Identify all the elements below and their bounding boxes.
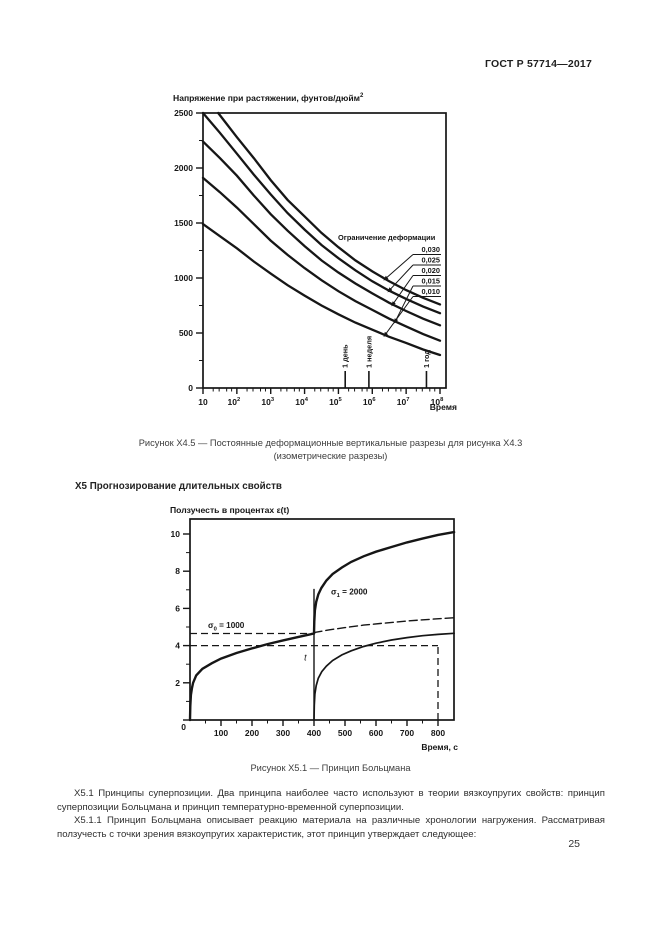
- legend-value-label: 0,030: [422, 245, 441, 254]
- x-tick-label: 700: [400, 728, 414, 738]
- figure-x5-1-chart: Ползучесть в процентах ε(t) 2 4 6 8 10 0 100 200…: [168, 503, 486, 761]
- y-tick-label: 2: [175, 678, 180, 688]
- x-tick-label: 108: [431, 397, 444, 407]
- section-x5-heading: Х5 Прогнозирование длительных свойств: [75, 481, 282, 492]
- x-tick-label: 0: [181, 722, 186, 732]
- series-creep-continuation: [313, 617, 455, 634]
- y-tick-label: 6: [175, 603, 180, 613]
- legend-value-label: 0,025: [422, 256, 441, 265]
- time-t-label: t: [304, 652, 307, 662]
- stress-vs-time-log-chart: Напряжение при растяжении, фунтов/дюйм2 0…: [173, 93, 457, 412]
- x-tick-label: 600: [369, 728, 383, 738]
- figure-x4-5-caption-line2: (изометрические разрезы): [273, 451, 388, 461]
- legend-leader-line: [391, 275, 414, 307]
- chart-title: Ползучесть в процентах ε(t): [170, 505, 289, 515]
- series-creep-increment: [313, 632, 455, 721]
- y-tick-label: 4: [175, 641, 180, 651]
- legend-value-label: 0,010: [422, 287, 441, 296]
- x-tick-label: 300: [276, 728, 290, 738]
- y-tick-label: 2000: [174, 163, 193, 173]
- legend-title: Ограничение деформации: [338, 233, 436, 242]
- page-number: 25: [568, 838, 580, 850]
- series-creep-initial: [188, 632, 316, 722]
- legend-leader-line: [383, 296, 414, 338]
- x-tick-label: 105: [329, 397, 342, 407]
- paragraph-x5-1: Х5.1 Принципы суперпозиции. Два принципа…: [57, 788, 605, 813]
- legend-leader-line: [387, 264, 414, 293]
- figure-x4-5-caption-line1: Рисунок Х4.5 — Постоянные деформационные…: [138, 438, 523, 448]
- x-tick-label: 102: [228, 397, 241, 407]
- x-tick-label: 100: [214, 728, 228, 738]
- x-axis-label: Время, с: [421, 742, 458, 752]
- figure-x5-1-caption: Рисунок Х5.1 — Принцип Больцмана: [250, 763, 411, 773]
- x-tick-label: 10: [198, 397, 208, 407]
- legend-leader-line: [383, 254, 414, 281]
- time-marker-label: 1 неделя: [364, 336, 373, 368]
- x-tick-label: 103: [261, 397, 274, 407]
- y-tick-label: 1500: [174, 218, 193, 228]
- y-tick-label: 10: [171, 529, 181, 539]
- figure-x4-5-chart: Напряжение при растяжении, фунтов/дюйм2 0…: [163, 88, 463, 423]
- standard-number-header: ГОСТ Р 57714—2017: [484, 58, 592, 70]
- sigma0-label: σ0 = 1000: [208, 621, 245, 633]
- series-0,010: [201, 222, 442, 357]
- x-tick-label: 104: [295, 397, 308, 407]
- time-marker-label: 1 день: [341, 344, 350, 368]
- y-tick-label: 0: [188, 383, 193, 393]
- legend-leader-line: [394, 285, 414, 324]
- y-tick-label: 2500: [174, 108, 193, 118]
- legend-value-label: 0,020: [422, 266, 441, 275]
- x-tick-label: 200: [245, 728, 259, 738]
- x-tick-label: 500: [338, 728, 352, 738]
- chart-title: Напряжение при растяжении, фунтов/дюйм2: [173, 93, 364, 103]
- paragraph-x5-1-1: Х5.1.1 Принцип Больцмана описывает реакц…: [57, 815, 605, 840]
- x-tick-label: 400: [307, 728, 321, 738]
- series-0,020: [201, 140, 442, 327]
- time-marker-label: 1 год: [422, 350, 431, 368]
- plot-frame: [189, 518, 455, 721]
- series-0,030: [217, 111, 442, 306]
- figure-x4-5-caption: Рисунок Х4.5 — Постоянные деформационные…: [40, 437, 621, 463]
- series-0,015: [201, 176, 442, 342]
- y-tick-label: 1000: [174, 273, 193, 283]
- legend-value-label: 0,015: [422, 277, 441, 286]
- x-tick-label: 106: [363, 397, 376, 407]
- x-tick-label: 800: [431, 728, 445, 738]
- series-creep-after-step: [312, 530, 456, 635]
- y-tick-label: 500: [179, 328, 193, 338]
- series-0,025: [201, 111, 442, 315]
- sigma1-label: σ1 = 2000: [331, 587, 368, 599]
- x-axis-label: Время: [430, 402, 457, 412]
- body-text: Х5.1 Принципы суперпозиции. Два принципа…: [57, 787, 605, 841]
- x-tick-label: 107: [397, 397, 410, 407]
- y-tick-label: 8: [175, 566, 180, 576]
